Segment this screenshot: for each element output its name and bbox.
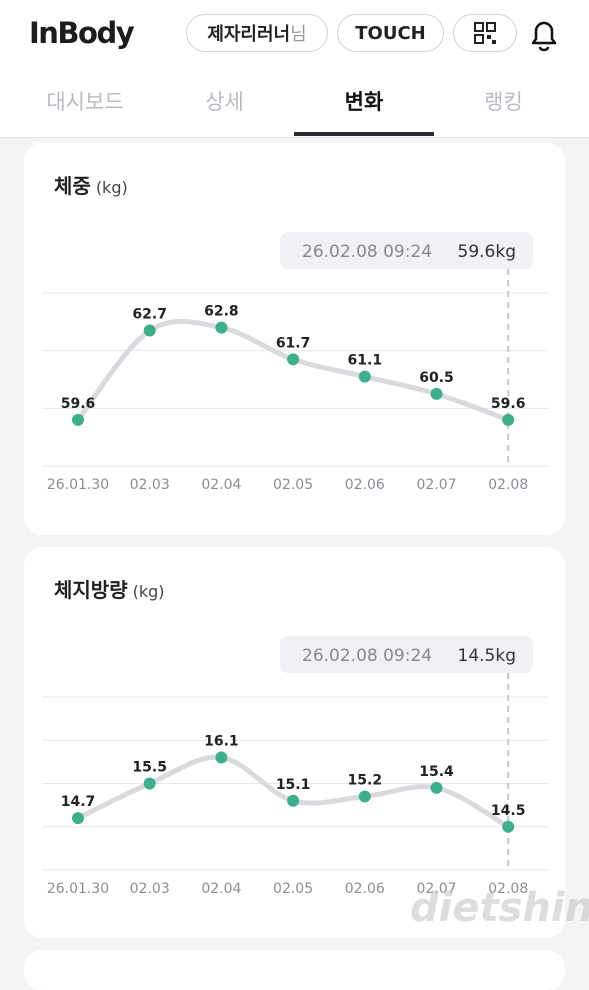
value-label: 15.2 [348, 772, 383, 788]
tooltip-box [280, 636, 533, 673]
x-tick-label: 02.05 [273, 881, 313, 897]
value-label: 14.5 [491, 803, 526, 819]
x-tick-label: 02.08 [488, 477, 528, 493]
x-tick-label: 02.06 [345, 477, 385, 493]
bell-icon[interactable] [528, 18, 560, 52]
chart-card: 체지방량 (kg) 26.02.08 09:24 14.5kg 14.7 26.01.30… [24, 547, 565, 938]
point [143, 777, 156, 790]
chart: 체지방량 (kg) 26.02.08 09:24 14.5kg 14.7 26.01.30… [42, 578, 548, 897]
tab[interactable]: 대시보드 [46, 90, 124, 114]
title-text: 체중 [54, 174, 91, 198]
chart-title: 체중 (kg) [54, 174, 128, 198]
value-label: 62.8 [204, 304, 239, 320]
value-label: 60.5 [419, 370, 454, 386]
point [287, 794, 300, 807]
unit: (kg) [96, 178, 128, 197]
tooltip-date: 26.02.08 09:24 [302, 646, 432, 666]
value-label: 62.7 [132, 306, 167, 322]
point [502, 413, 515, 426]
unit: (kg) [133, 582, 165, 601]
title-text: 체지방량 [54, 578, 128, 602]
point [72, 812, 84, 825]
qr-icon [474, 22, 496, 44]
x-tick-label: 26.01.30 [47, 477, 109, 493]
x-tick-label: 26.01.30 [47, 881, 109, 897]
value-label: 14.7 [61, 794, 96, 810]
value-label: 61.1 [348, 353, 383, 369]
chart-card: 체중 (kg) 26.02.08 09:24 59.6kg 59.6 26.01.30 62… [24, 143, 565, 535]
touch-button[interactable]: TOUCH [337, 14, 444, 52]
user-name: 제자리러너 [207, 24, 291, 45]
x-tick-label: 02.04 [201, 477, 241, 493]
chart-card [24, 950, 565, 990]
x-tick-label: 02.07 [416, 881, 456, 897]
x-tick-label: 02.03 [130, 881, 170, 897]
x-tick-label: 02.08 [488, 881, 528, 897]
value-label: 59.6 [491, 396, 526, 412]
point [502, 820, 515, 833]
tooltip-box [280, 232, 533, 269]
point [430, 387, 443, 400]
logo: InBody [29, 16, 135, 50]
x-tick-label: 02.04 [201, 881, 241, 897]
watermark: dietshin.com [410, 885, 589, 931]
point [72, 413, 84, 426]
value-label: 16.1 [204, 734, 239, 750]
tooltip-date: 26.02.08 09:24 [302, 242, 432, 262]
point [143, 324, 156, 337]
tab-indicator [294, 132, 434, 136]
x-tick-label: 02.06 [345, 881, 385, 897]
point [287, 353, 300, 366]
tab[interactable]: 상세 [205, 90, 244, 114]
point [215, 321, 228, 334]
tab[interactable]: 랭킹 [484, 90, 523, 114]
header: InBody 제자리러너 님 TOUCH 대시보드 상세 변화 랭킹 [0, 0, 589, 138]
x-tick-label: 02.05 [273, 477, 313, 493]
tooltip-value: 14.5kg [458, 646, 517, 666]
tab[interactable]: 변화 [344, 90, 384, 114]
value-label: 15.1 [276, 777, 311, 793]
value-label: 61.7 [276, 335, 311, 351]
x-tick-label: 02.07 [416, 477, 456, 493]
x-tick-label: 02.03 [130, 477, 170, 493]
user-suffix: 님 [290, 24, 307, 45]
value-label: 59.6 [61, 396, 96, 412]
qr-button[interactable] [453, 14, 517, 52]
chart-title: 체지방량 (kg) [54, 578, 165, 602]
user-button[interactable]: 제자리러너 님 [186, 14, 328, 52]
value-label: 15.5 [132, 760, 167, 776]
point [430, 781, 443, 794]
tooltip-value: 59.6kg [458, 242, 517, 262]
point [358, 790, 371, 803]
point [215, 751, 228, 764]
chart: 체중 (kg) 26.02.08 09:24 59.6kg 59.6 26.01.30 62… [42, 174, 548, 493]
point [358, 370, 371, 383]
value-label: 15.4 [419, 764, 454, 780]
